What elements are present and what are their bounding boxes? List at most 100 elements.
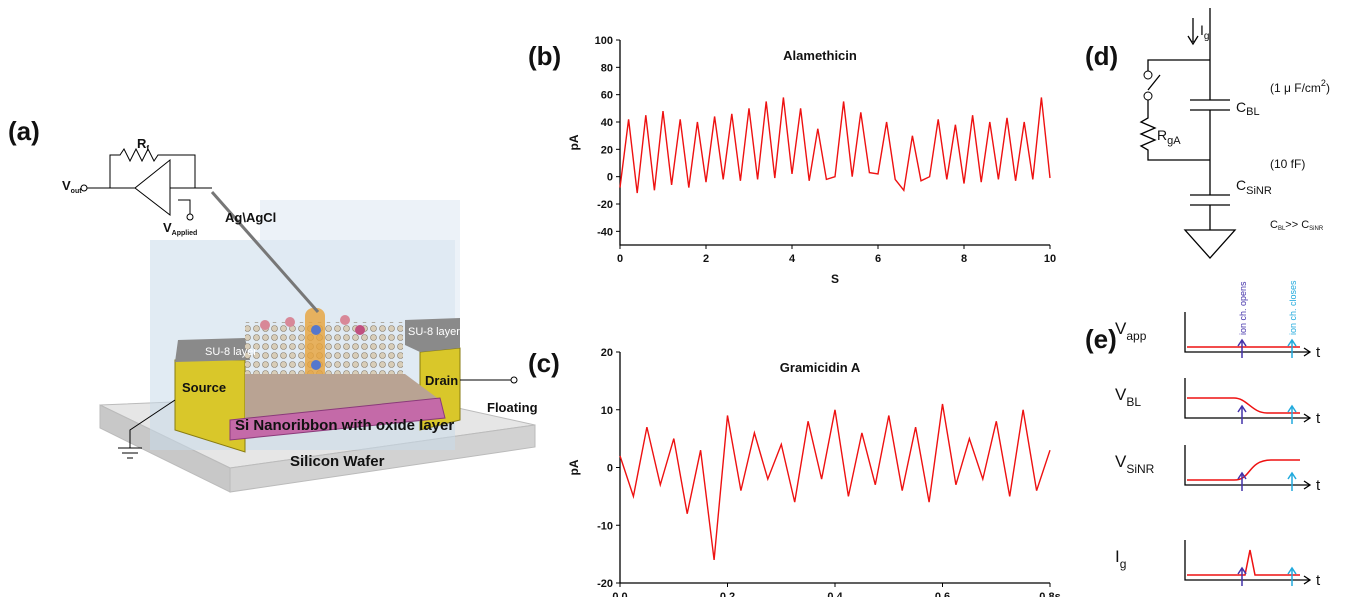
wafer-label: Silicon Wafer <box>290 453 385 470</box>
row-label: VBL <box>1115 385 1141 409</box>
x-tick-label: 0.2 <box>720 591 735 597</box>
axis <box>1184 378 1310 419</box>
x-tick-label: 4 <box>789 253 796 265</box>
csinr-value: (10 fF) <box>1270 157 1305 171</box>
x-tick-label: 8 <box>961 253 967 265</box>
y-tick-label: 60 <box>601 90 613 102</box>
relation: CBL>> CSiNR <box>1270 219 1324 232</box>
y-tick-label: -10 <box>597 520 613 532</box>
label: g <box>1204 31 1210 42</box>
x-tick-label: 0 <box>617 253 623 265</box>
event-label: ion ch. closes <box>1288 280 1298 335</box>
x-tick-label: 2 <box>703 253 709 265</box>
t-label: t <box>1316 344 1321 361</box>
event-arrow <box>1237 404 1247 424</box>
rga-label: RgA <box>1157 127 1181 147</box>
y-tick-label: -40 <box>597 226 613 238</box>
label: app <box>1126 329 1146 343</box>
t-label: t <box>1316 477 1321 494</box>
y-tick-label: 20 <box>601 347 613 359</box>
y-tick-label: 80 <box>601 62 613 74</box>
label: SiNR <box>1309 226 1324 232</box>
label: gA <box>1167 135 1181 147</box>
row-label: VSiNR <box>1115 452 1155 476</box>
label: BL <box>1278 226 1286 232</box>
label: f <box>146 144 149 153</box>
csinr-label: CSiNR <box>1236 177 1272 197</box>
label: SiNR <box>1246 185 1272 197</box>
su8-label: SU-8 layer <box>408 326 460 338</box>
label: I <box>1115 547 1120 566</box>
y-tick-label: -20 <box>597 199 613 211</box>
signal <box>1187 459 1300 481</box>
label: C <box>1236 177 1246 193</box>
panel-label: (c) <box>528 348 560 378</box>
event-arrow <box>1287 566 1297 586</box>
label: C <box>1270 219 1278 231</box>
label: V <box>163 220 172 235</box>
label: C <box>1236 99 1246 115</box>
chart-title: Alamethicin <box>783 48 857 63</box>
panel-label: (d) <box>1085 41 1118 71</box>
electrode-label: Ag\AgCl <box>225 210 276 225</box>
chart-title: Gramicidin A <box>780 360 861 375</box>
vapplied-label: VApplied <box>163 220 197 237</box>
label: I <box>1200 22 1204 38</box>
y-tick-label: 20 <box>601 144 613 156</box>
axis-arrow <box>1303 347 1312 357</box>
su8-label: SU-8 layer <box>205 346 257 358</box>
switch-node <box>1143 70 1153 80</box>
x-tick-label: 0.4 <box>827 591 843 597</box>
data-line <box>619 97 1051 194</box>
label: V <box>1115 452 1127 471</box>
x-tick-label: 10 <box>1044 253 1056 265</box>
drain-label: Drain <box>425 373 458 388</box>
label: 2 <box>1321 78 1326 88</box>
data-line <box>619 403 1051 560</box>
label: (1 μ F/cm <box>1270 81 1321 95</box>
label: SiNR <box>1126 462 1154 476</box>
event-arrow <box>1237 338 1247 358</box>
label: R <box>1157 127 1167 143</box>
ig-label: Ig <box>1200 22 1209 42</box>
cbl-label: CBL <box>1236 99 1260 118</box>
label: out <box>71 188 83 195</box>
device-diagram <box>80 147 536 493</box>
nanoribbon-label: Si Nanoribbon with oxide layer <box>235 417 454 434</box>
event-arrow <box>1287 404 1297 424</box>
source-label: Source <box>182 380 226 395</box>
y-tick-label: 0 <box>607 463 613 475</box>
event-arrow <box>1287 471 1297 491</box>
y-tick-label: 40 <box>601 117 613 129</box>
axis <box>1184 540 1310 581</box>
y-tick-label: 100 <box>595 35 613 47</box>
axis-arrow <box>1303 413 1312 423</box>
label: >> C <box>1285 219 1309 231</box>
vout-label: Vout <box>62 178 82 195</box>
rf-label: Rf <box>137 136 149 153</box>
event-arrow <box>1287 338 1297 358</box>
switch-node <box>1143 91 1153 101</box>
panel-label: (b) <box>528 41 561 71</box>
signal <box>1187 397 1300 414</box>
axis-arrow <box>1303 575 1312 585</box>
row-label: Ig <box>1115 547 1126 571</box>
label: ) <box>1326 81 1330 95</box>
signal <box>1187 549 1300 576</box>
t-label: t <box>1316 572 1321 589</box>
y-axis-label: pA <box>567 134 581 150</box>
y-axis-label: pA <box>567 459 581 475</box>
t-label: t <box>1316 410 1321 427</box>
row-label: Vapp <box>1115 319 1147 343</box>
label: BL <box>1126 395 1141 409</box>
x-tick-label: 0.0 <box>612 591 627 597</box>
label: g <box>1120 557 1127 571</box>
panel-label: (a) <box>8 116 40 146</box>
axis-arrow <box>1303 480 1312 490</box>
label: V <box>1115 385 1127 404</box>
label: BL <box>1246 106 1259 118</box>
axis <box>1184 312 1310 353</box>
